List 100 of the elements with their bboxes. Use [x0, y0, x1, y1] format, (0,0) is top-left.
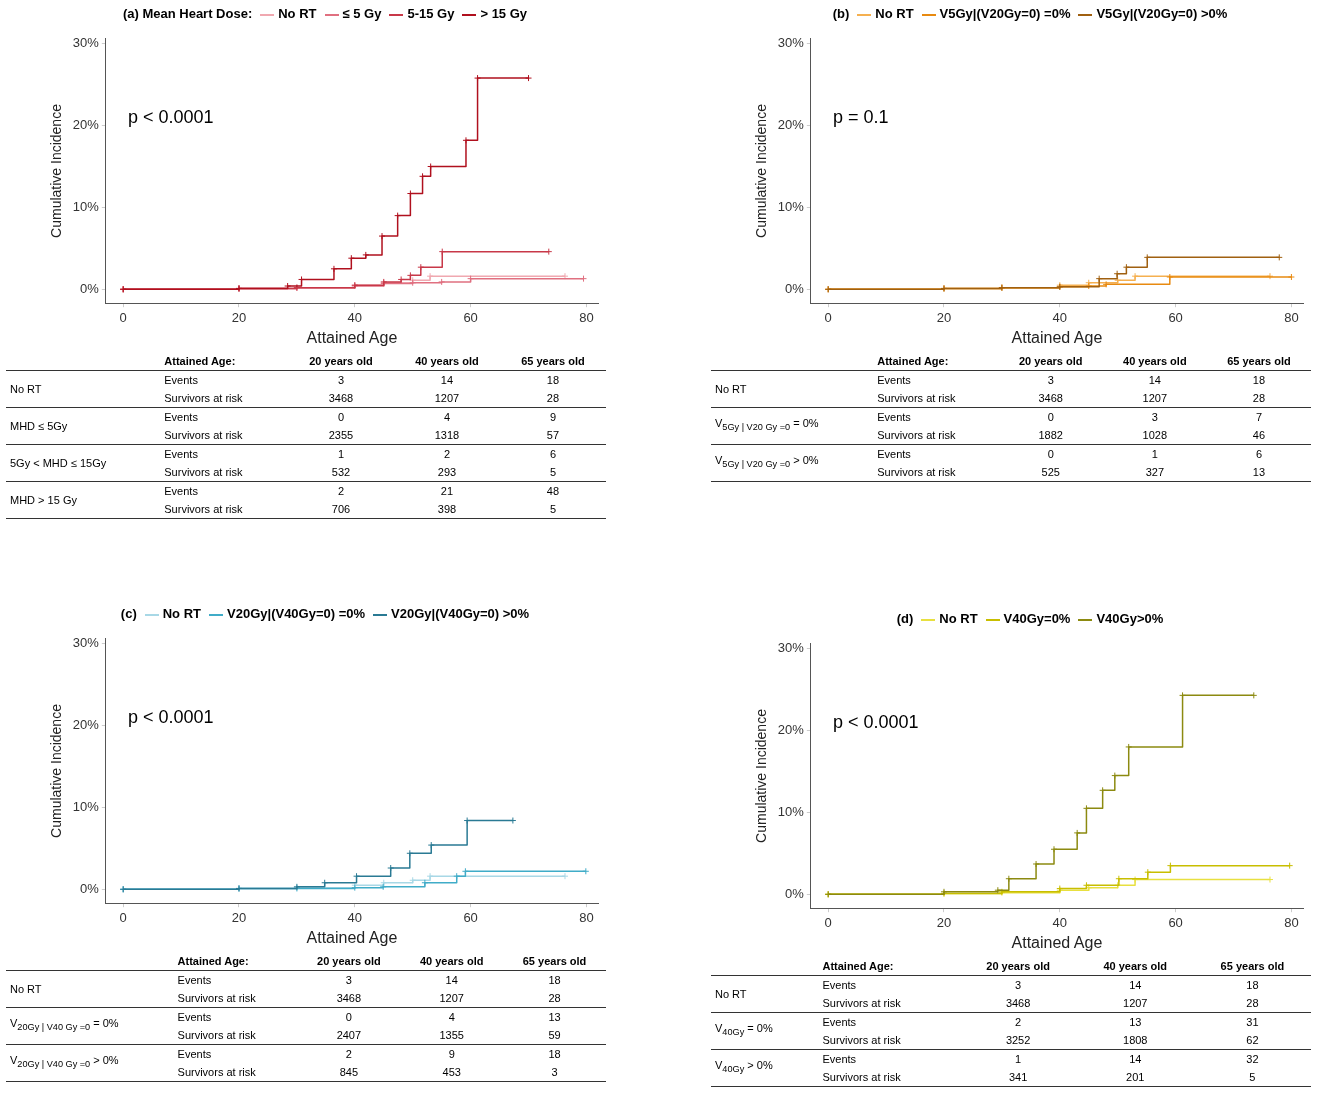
- text: 3252: [959, 1031, 1077, 1050]
- text: 3: [1150, 409, 1159, 425]
- y-tick-label: 0%: [80, 280, 100, 296]
- text: 40 years old: [400, 952, 504, 971]
- text: 2: [344, 1046, 353, 1062]
- x-tick-label: 60: [463, 909, 478, 925]
- text: Survivors at risk: [173, 989, 298, 1008]
- legend-label: > 15 Gy: [480, 6, 528, 21]
- text: 0: [1046, 446, 1055, 462]
- legend-label: 5-15 Gy: [407, 6, 455, 21]
- text: Attained Age:: [173, 952, 298, 971]
- text: Survivors at risk: [873, 426, 999, 445]
- text: Events: [821, 1051, 858, 1067]
- legend-label: V40Gy>0%: [1096, 611, 1164, 626]
- text: 20 years old: [297, 952, 401, 971]
- annotation: p = 0.1: [832, 107, 889, 128]
- text: 21: [439, 483, 455, 499]
- text: MHD ≤ 5Gy: [6, 407, 161, 445]
- text: 28: [499, 389, 606, 408]
- text: 9: [548, 409, 558, 425]
- text: 3: [336, 372, 346, 388]
- text: 1207: [1102, 389, 1207, 408]
- text: 4: [447, 1009, 456, 1025]
- x-axis-title: Attained Age: [1011, 328, 1103, 346]
- text: 57: [499, 426, 606, 445]
- text: V$_{20Gy | V40 Gy =0}$ = 0%: [6, 1007, 174, 1045]
- y-tick-label: 20%: [777, 722, 805, 738]
- text: 2: [1014, 1014, 1023, 1030]
- x-tick-label: 20: [231, 909, 247, 925]
- x-tick-label: 40: [1052, 914, 1068, 930]
- text: Survivors at risk: [873, 463, 999, 482]
- text: 18: [547, 972, 562, 988]
- text: 3: [344, 972, 353, 988]
- legend-label: V20Gy|(V40Gy=0) >0%: [391, 606, 530, 621]
- text: 40 years old: [1076, 957, 1194, 976]
- text: 20 years old: [959, 957, 1077, 976]
- x-tick-label: 0: [824, 309, 832, 325]
- y-tick-label: 10%: [777, 804, 805, 819]
- text: V$_{20Gy | V40 Gy =0}$ > 0%: [6, 1044, 174, 1082]
- text: No RT: [711, 370, 874, 408]
- text: 14: [444, 972, 459, 988]
- text: 62: [1193, 1031, 1311, 1050]
- text: Events: [176, 1009, 213, 1025]
- text: 59: [503, 1026, 606, 1045]
- text: 28: [503, 989, 606, 1008]
- text: 3468: [998, 389, 1103, 408]
- text: No RT: [711, 975, 819, 1013]
- text: 1207: [393, 389, 500, 408]
- text: 1882: [998, 426, 1103, 445]
- text: Events: [876, 409, 912, 425]
- x-tick-label: 20: [936, 309, 952, 325]
- text: 1808: [1076, 1031, 1194, 1050]
- text: 65 years old: [1193, 957, 1311, 976]
- text: 9: [447, 1046, 456, 1062]
- text: Survivors at risk: [160, 389, 288, 408]
- legend-label: No RT: [278, 6, 317, 21]
- text: 3468: [287, 389, 394, 408]
- x-axis-title: Attained Age: [1011, 933, 1103, 951]
- annotation: p < 0.0001: [127, 107, 214, 128]
- text: Survivors at risk: [873, 389, 999, 408]
- text: 20 years old: [998, 352, 1103, 371]
- text: Survivors at risk: [160, 426, 288, 445]
- text: Events: [176, 1046, 213, 1062]
- text: No RT: [6, 970, 174, 1008]
- legend-label: No RT: [939, 611, 978, 626]
- text: 1: [336, 446, 346, 462]
- text: 5: [499, 463, 606, 482]
- text: Events: [876, 372, 912, 388]
- x-tick-label: 0: [119, 909, 127, 925]
- text: 65 years old: [503, 952, 606, 971]
- text: 14: [1128, 977, 1143, 993]
- text: V$_{5Gy | V20 Gy =0}$ = 0%: [711, 407, 874, 445]
- text: 201: [1076, 1068, 1194, 1087]
- text: 65 years old: [1206, 352, 1311, 371]
- y-tick-label: 30%: [777, 640, 805, 656]
- text: 40 years old: [1102, 352, 1207, 371]
- text: 341: [959, 1068, 1077, 1087]
- text: 5: [1193, 1068, 1311, 1087]
- x-tick-label: 20: [231, 309, 247, 325]
- text: 5Gy < MHD ≤ 15Gy: [6, 444, 161, 482]
- legend-label: V5Gy|(V20Gy=0) >0%: [1096, 6, 1228, 21]
- text: Survivors at risk: [173, 1063, 298, 1082]
- text: V$_{40Gy}$ = 0%: [711, 1012, 819, 1050]
- text: 46: [1206, 426, 1311, 445]
- text: 1207: [400, 989, 504, 1008]
- text: Survivors at risk: [818, 1031, 960, 1050]
- text: 6: [548, 446, 558, 462]
- x-axis-title: Attained Age: [306, 328, 398, 346]
- text: Survivors at risk: [160, 500, 288, 519]
- x-tick-label: 0: [824, 914, 832, 930]
- text: No RT: [6, 370, 161, 408]
- text: 1: [1150, 446, 1159, 462]
- text: 0: [344, 1009, 353, 1025]
- text: 327: [1102, 463, 1207, 482]
- text: 1028: [1102, 426, 1207, 445]
- text: 2: [336, 483, 346, 499]
- text: Events: [163, 483, 199, 499]
- text: 18: [545, 372, 561, 388]
- text: Survivors at risk: [173, 1026, 298, 1045]
- legend-title: (c): [120, 606, 137, 621]
